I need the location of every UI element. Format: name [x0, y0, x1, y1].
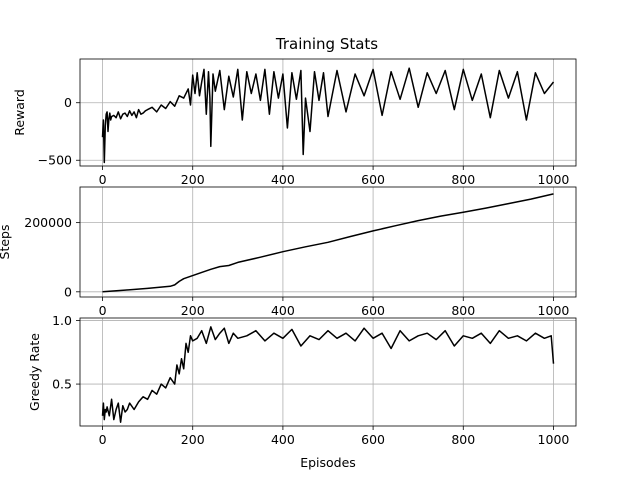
greedy-rate-x-tick-label: 0 — [99, 432, 107, 447]
reward-y-axis-label: Reward — [12, 89, 27, 136]
reward-subplot: 0 200 400 600 800 1000 −500 0 Reward — [12, 58, 577, 187]
greedy-rate-y-tick-label: 1.0 — [52, 313, 72, 328]
greedy-rate-x-tick-label: 600 — [361, 432, 385, 447]
steps-x-tick-label: 800 — [451, 303, 475, 318]
reward-y-tick-label: 0 — [64, 95, 72, 110]
greedy-rate-x-tick-label: 400 — [271, 432, 295, 447]
steps-x-tick-label: 600 — [361, 303, 385, 318]
greedy-rate-axes-frame — [79, 317, 577, 427]
steps-y-axis-label: Steps — [0, 225, 12, 260]
greedy-rate-series-line — [101, 326, 555, 423]
reward-axes-frame — [79, 58, 577, 167]
greedy-rate-x-tick-label: 800 — [451, 432, 475, 447]
reward-x-tick-label: 200 — [181, 172, 205, 187]
greedy-rate-x-tick-label: 1000 — [538, 432, 570, 447]
steps-series-line — [102, 193, 554, 293]
steps-x-tick-label: 200 — [181, 303, 205, 318]
greedy-rate-y-axis-label: Greedy Rate — [27, 333, 42, 411]
steps-subplot: 0 200 400 600 800 1000 0 200000 Steps — [0, 186, 577, 318]
reward-x-tick-label: 1000 — [538, 172, 570, 187]
reward-x-tick-label: 0 — [99, 172, 107, 187]
greedy-rate-y-tick-label: 0.5 — [52, 377, 72, 392]
reward-x-tick-label: 800 — [451, 172, 475, 187]
reward-series-line — [101, 67, 555, 164]
steps-y-tick-label: 0 — [64, 284, 72, 299]
reward-y-tick-label: −500 — [38, 153, 72, 168]
steps-axes-frame — [79, 186, 577, 298]
reward-x-tick-label: 600 — [361, 172, 385, 187]
greedy-rate-x-tick-label: 200 — [181, 432, 205, 447]
figure-title: Training Stats — [275, 35, 378, 53]
reward-x-tick-label: 400 — [271, 172, 295, 187]
steps-x-tick-label: 0 — [99, 303, 107, 318]
steps-y-tick-label: 200000 — [24, 215, 72, 230]
greedy-rate-x-axis-label: Episodes — [300, 455, 356, 470]
subplots: 0 200 400 600 800 1000 −500 0 Reward 0 200 400 600 80… — [0, 58, 577, 470]
greedy-rate-subplot: 0 200 400 600 800 1000 0.5 1.0 Greedy Rate Episod… — [27, 313, 577, 470]
steps-x-tick-label: 400 — [271, 303, 295, 318]
steps-x-tick-label: 1000 — [538, 303, 570, 318]
